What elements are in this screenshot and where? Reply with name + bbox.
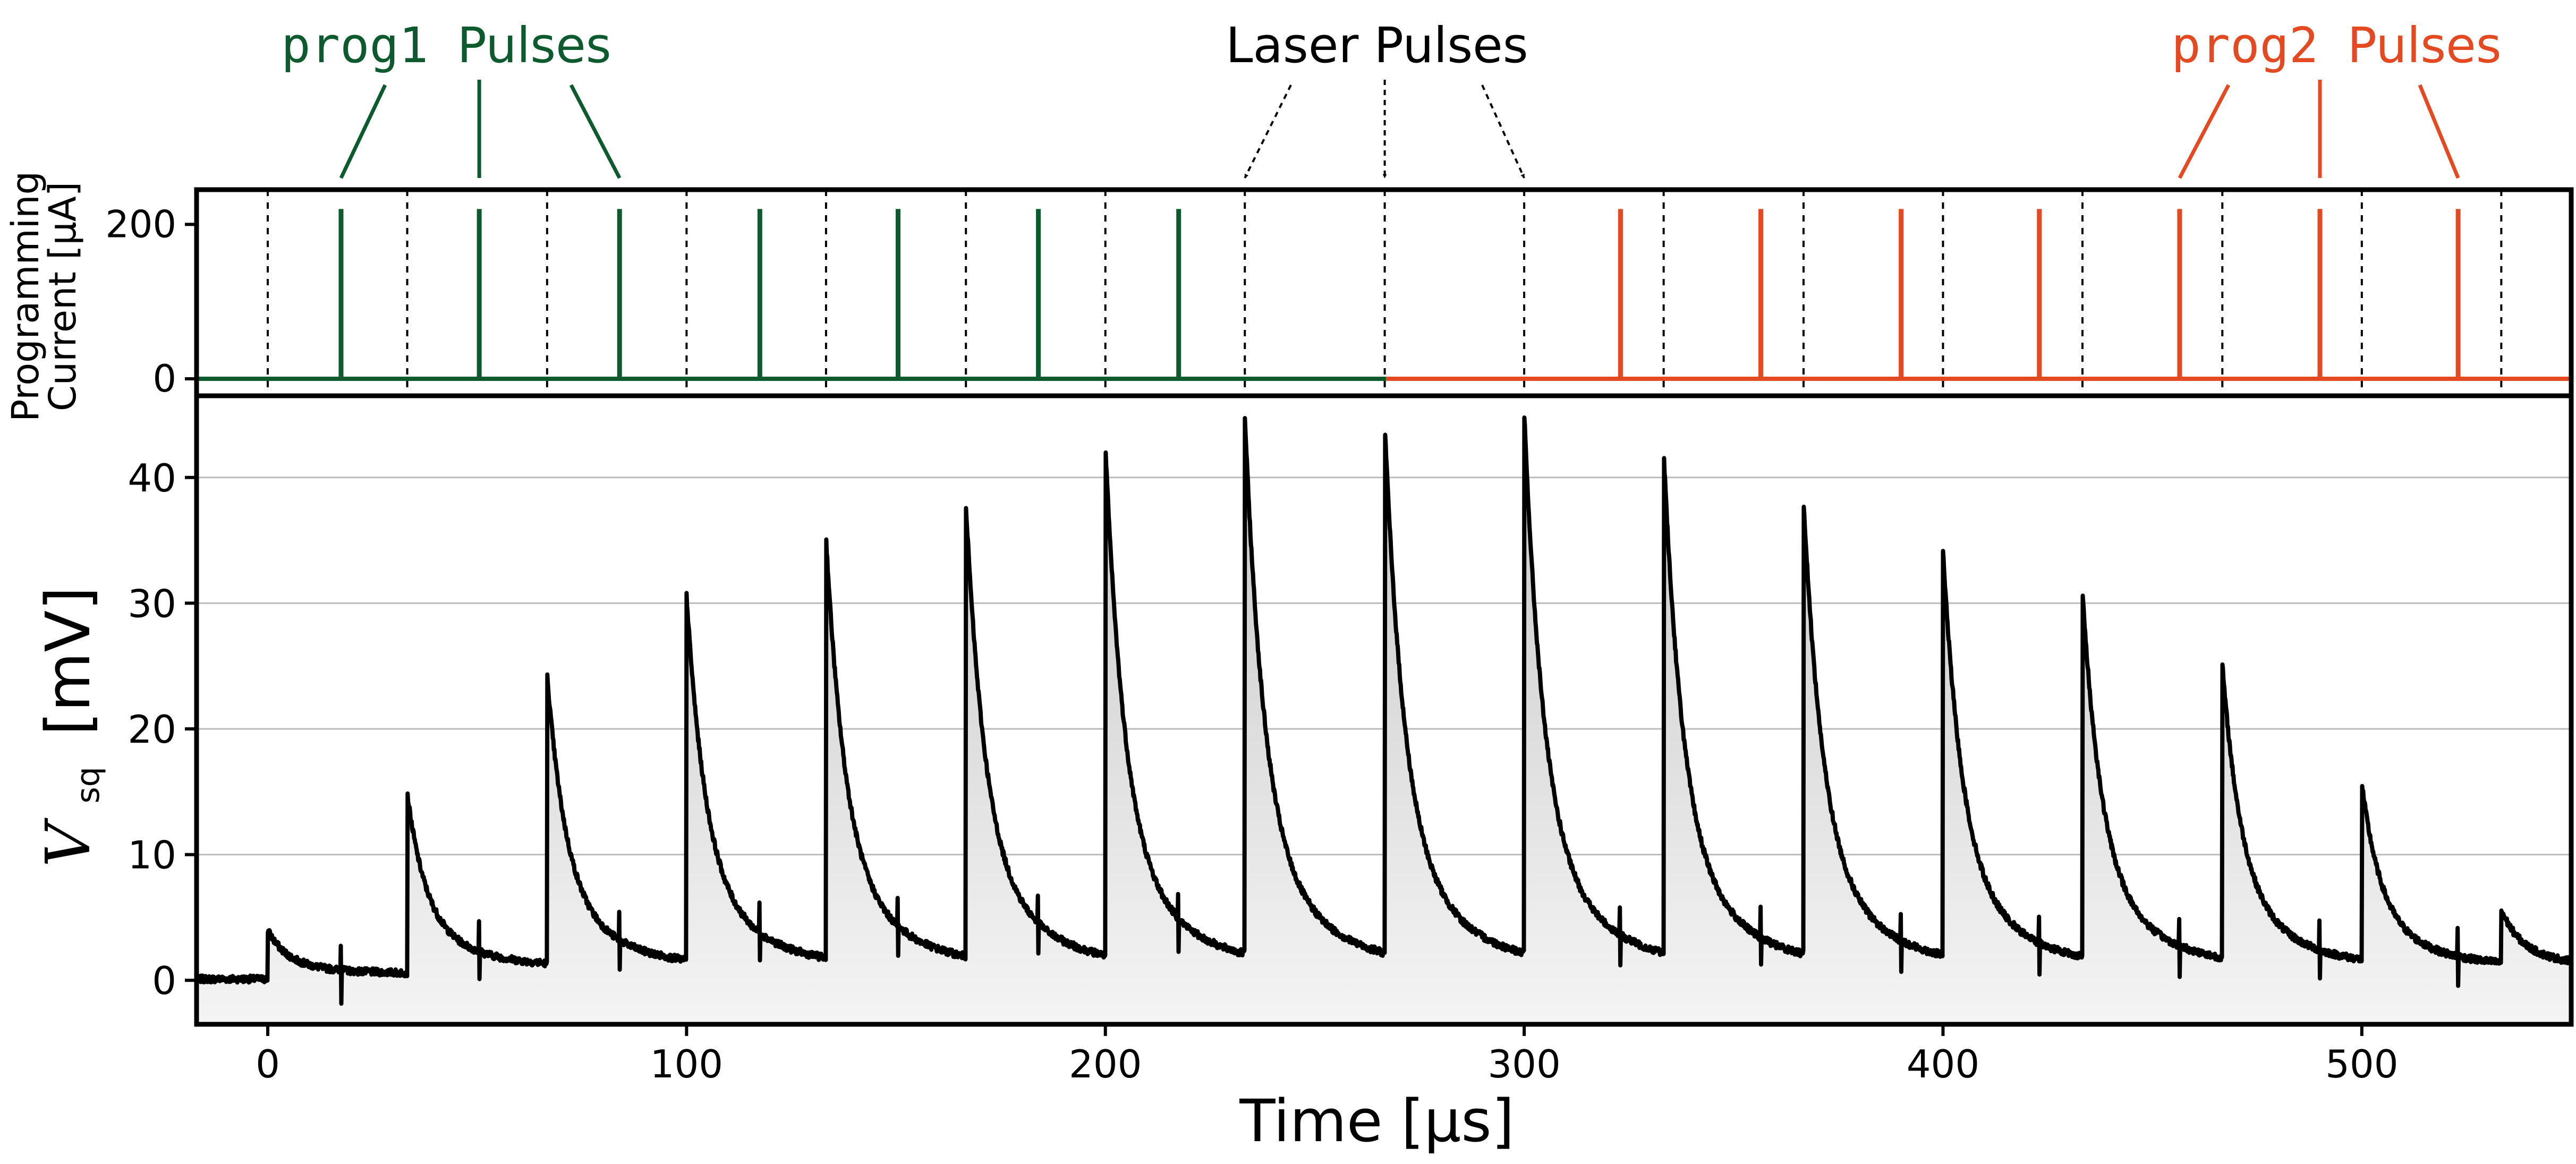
- top-laser-lines: [267, 190, 2503, 396]
- ytick-label-0: 0: [152, 958, 176, 1003]
- prog1-label-text: Pulses: [457, 17, 611, 74]
- ylabel-main: V: [33, 818, 104, 867]
- ylabel-sub: sq: [70, 767, 107, 803]
- xtick-label-100: 100: [650, 1042, 723, 1086]
- top-ytick-label-0: 0: [152, 357, 176, 401]
- annotation-arrows: [339, 80, 2460, 179]
- laser-label: Laser Pulses: [1226, 17, 1528, 74]
- prog2-label-text: Pulses: [2348, 17, 2502, 74]
- laser-arrow-2: [1481, 84, 1525, 179]
- bottom-signal-trace: [194, 415, 2573, 1006]
- ytick-label-30: 30: [127, 581, 176, 626]
- signal-trace-line: [194, 415, 2573, 1006]
- prog2-label-mono: prog2: [2171, 17, 2318, 74]
- prog2-arrow-2: [2418, 84, 2460, 179]
- bottom-signal-area: [197, 418, 2571, 1024]
- top-y-ticks: 0 200: [105, 202, 197, 401]
- ytick-label-10: 10: [127, 833, 176, 878]
- bottom-panel-frame: [194, 393, 2574, 1027]
- annotations: prog1 Pulses Laser Pulses prog2 Pulses: [281, 17, 2501, 74]
- prog1-label-mono: prog1: [281, 17, 428, 74]
- ylabel-unit: [mV]: [33, 587, 104, 735]
- top-ytick-label-200: 200: [105, 202, 176, 246]
- prog1-label: prog1 Pulses: [281, 17, 611, 74]
- top-ylabel-line1: Programming: [4, 171, 47, 422]
- ytick-label-40: 40: [127, 456, 176, 500]
- bottom-ylabel: V sq [mV]: [33, 587, 114, 867]
- prog2-label: prog2 Pulses: [2171, 17, 2501, 74]
- laser-arrow-0: [1244, 84, 1292, 179]
- ytick-label-20: 20: [127, 707, 176, 752]
- bottom-xlabel: Time [μs]: [1239, 1087, 1514, 1155]
- top-series: [197, 209, 2571, 381]
- prog2-arrow-0: [2178, 84, 2231, 179]
- prog1-arrow-2: [569, 84, 622, 179]
- prog1-arrow-0: [339, 84, 387, 179]
- xtick-label-200: 200: [1069, 1042, 1142, 1086]
- top-ylabel-line2: Current [μA]: [41, 182, 84, 411]
- signal-area-fill: [197, 418, 2571, 1024]
- top-panel: 0 200 Programming Current [μA]: [4, 171, 2574, 422]
- xtick-label-0: 0: [256, 1042, 280, 1086]
- xtick-label-500: 500: [2325, 1042, 2398, 1086]
- xtick-label-400: 400: [1907, 1042, 1979, 1086]
- xtick-label-300: 300: [1487, 1042, 1560, 1086]
